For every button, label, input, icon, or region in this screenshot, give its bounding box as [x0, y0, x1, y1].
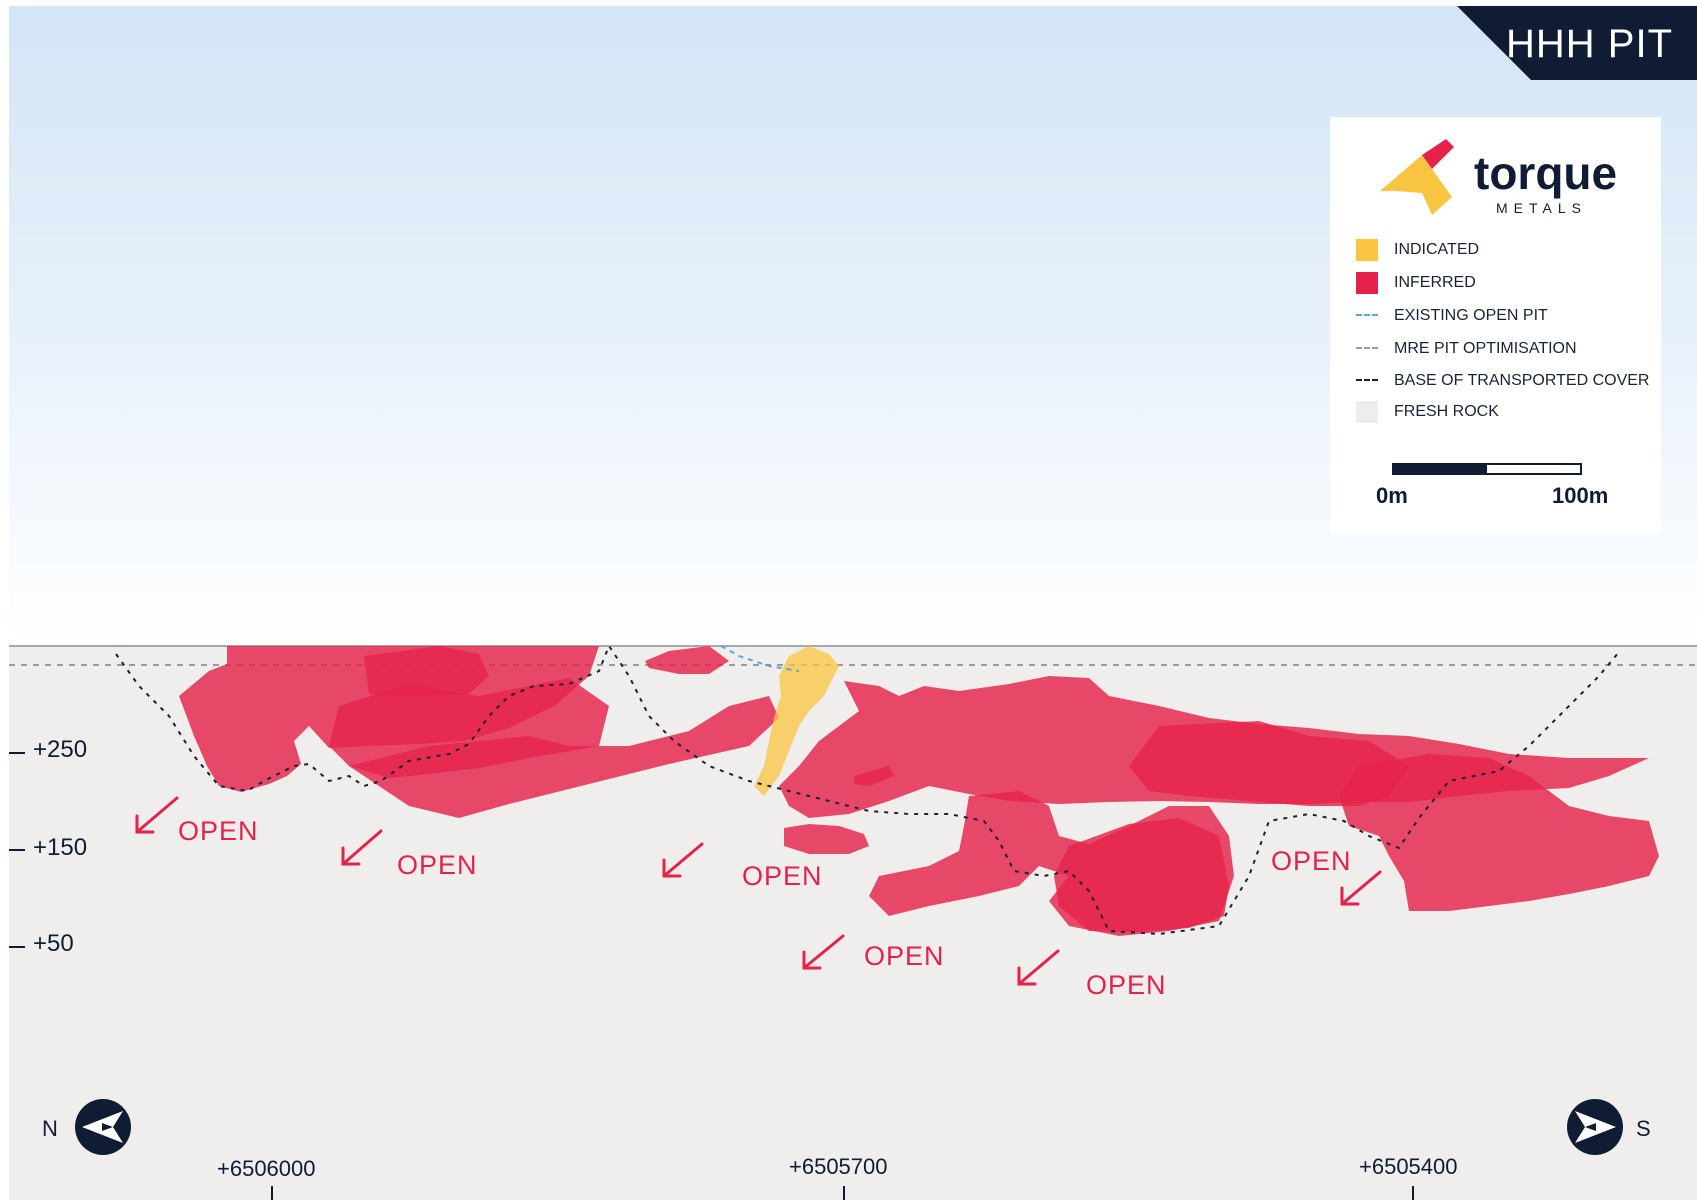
open-arrow	[662, 842, 704, 878]
inferred-body	[1129, 721, 1409, 806]
open-arrow	[802, 934, 845, 970]
title-banner	[1457, 6, 1697, 80]
legend-item-base-of-transported-cover: BASE OF TRANSPORTED COVER	[1356, 369, 1649, 393]
legend-item-mre-pit-optimisation: MRE PIT OPTIMISATION	[1356, 337, 1577, 361]
fresh-rock-swatch	[1356, 401, 1378, 423]
elevation-tick	[9, 946, 25, 948]
legend-label: MRE PIT OPTIMISATION	[1394, 340, 1577, 357]
indicated-body	[754, 646, 839, 796]
open-arrow	[341, 829, 383, 866]
open-label: OPEN	[1271, 846, 1352, 876]
scale-label-right: 100m	[1552, 483, 1609, 508]
section-view: +250 +150 +50 +6506000 +6505700 +6505400…	[9, 6, 1697, 1200]
north-direction-icon	[75, 1099, 131, 1155]
indicated-swatch	[1356, 239, 1378, 261]
legend-label: INFERRED	[1394, 274, 1476, 291]
south-label: S	[1636, 1116, 1651, 1141]
inferred-body	[349, 696, 779, 818]
northing-tick	[271, 1186, 273, 1200]
elevation-label: +150	[33, 834, 88, 861]
logo-wordmark: torque	[1474, 147, 1617, 199]
legend-panel: torque METALS INDICATED INFERRED EXISTIN…	[1330, 117, 1661, 533]
legend-label: EXISTING OPEN PIT	[1394, 307, 1548, 324]
inferred-body	[784, 824, 869, 854]
open-label: OPEN	[1086, 970, 1167, 1000]
northing-tick	[1412, 1186, 1414, 1200]
scale-label-left: 0m	[1376, 483, 1408, 508]
inferred-body	[645, 646, 729, 674]
base-of-transported-cover-line	[115, 643, 1620, 936]
inferred-body	[854, 766, 894, 786]
elevation-label: +250	[33, 736, 88, 763]
logo-submark: METALS	[1496, 200, 1587, 216]
scale-bar	[1392, 463, 1582, 475]
open-arrow	[1017, 949, 1060, 986]
north-label: N	[42, 1116, 58, 1141]
cross-section-drawing	[9, 643, 1697, 1155]
inferred-body	[1339, 754, 1659, 911]
legend-item-existing-open-pit: EXISTING OPEN PIT	[1356, 304, 1548, 328]
legend-label: FRESH ROCK	[1394, 403, 1499, 420]
open-arrow	[135, 796, 179, 834]
legend-item-fresh-rock: FRESH ROCK	[1356, 400, 1499, 424]
legend-label: BASE OF TRANSPORTED COVER	[1394, 372, 1650, 389]
elevation-tick	[9, 849, 25, 851]
page-title: HHH PIT	[1506, 22, 1673, 66]
inferred-swatch	[1356, 272, 1378, 294]
open-arrow	[1340, 870, 1382, 906]
northing-label: +6506000	[217, 1156, 316, 1181]
inferred-body	[364, 646, 489, 696]
northing-label: +6505700	[789, 1154, 888, 1179]
inferred-body	[1054, 818, 1229, 932]
south-direction-icon	[1567, 1099, 1623, 1155]
northing-tick	[843, 1186, 845, 1200]
northing-label: +6505400	[1359, 1154, 1458, 1179]
elevation-tick	[9, 752, 25, 754]
legend-label: INDICATED	[1394, 241, 1480, 258]
open-label: OPEN	[742, 861, 823, 891]
open-label: OPEN	[178, 816, 259, 846]
existing-open-pit-line	[720, 645, 800, 672]
existing-open-pit-swatch	[1356, 314, 1378, 318]
torque-logo: torque METALS	[1380, 139, 1617, 216]
mre-pit-optimisation-swatch	[1356, 347, 1378, 351]
legend-item-inferred: INFERRED	[1356, 271, 1476, 295]
legend-item-indicated: INDICATED	[1356, 238, 1479, 262]
open-label: OPEN	[864, 941, 945, 971]
elevation-label: +50	[33, 930, 74, 957]
open-label: OPEN	[397, 850, 478, 880]
base-of-transported-cover-swatch	[1356, 379, 1378, 383]
